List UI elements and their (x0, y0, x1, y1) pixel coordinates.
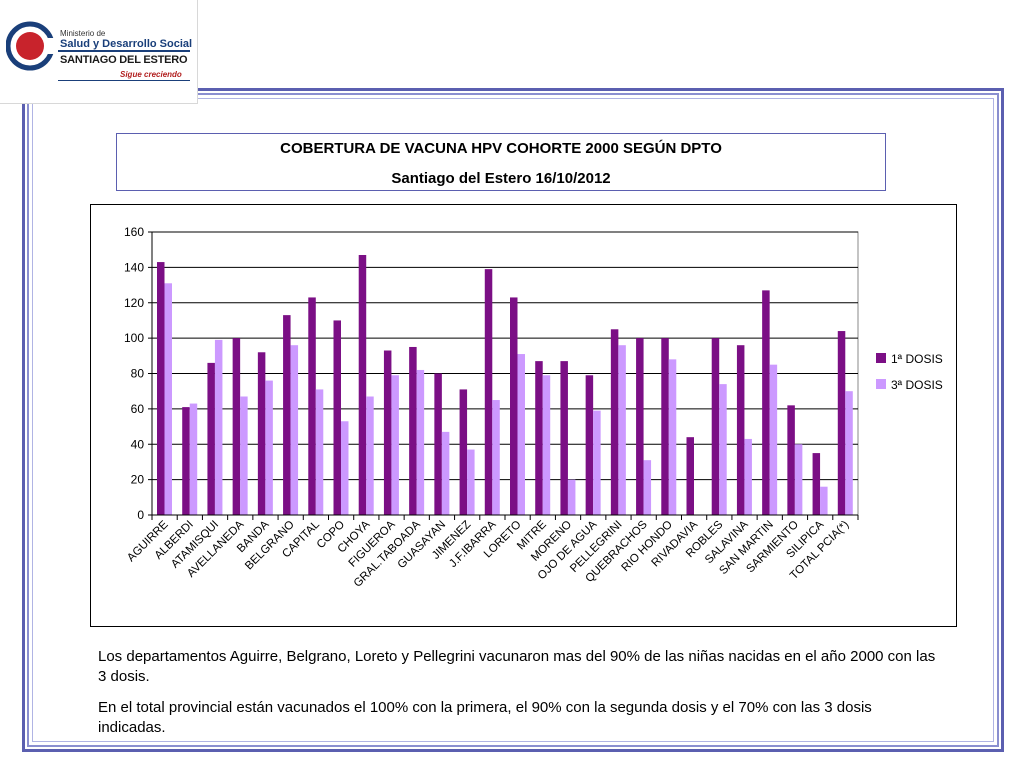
legend-label: 1ª DOSIS (891, 352, 943, 366)
bar-dosis-1 (711, 338, 720, 515)
logo-ministry-label: Ministerio de (60, 29, 106, 38)
bar-dosis-3 (719, 384, 727, 515)
logo-slogan: Sigue creciendo (120, 70, 182, 79)
bar-dosis-3 (643, 460, 652, 515)
bar-dosis-1 (736, 345, 745, 515)
bar-dosis-1 (812, 453, 821, 515)
summary-paragraph-2: En el total provincial están vacunados e… (98, 699, 872, 736)
bar-dosis-1 (434, 373, 442, 515)
bar-dosis-3 (164, 283, 172, 515)
legend-label: 3ª DOSIS (891, 378, 943, 392)
slide-frame-outer (22, 88, 1004, 752)
summary-paragraph-1: Los departamentos Aguirre, Belgrano, Lor… (98, 648, 936, 685)
bar-dosis-1 (207, 362, 215, 515)
bar-dosis-1 (409, 346, 417, 515)
bar-dosis-1 (661, 338, 669, 515)
bar-dosis-1 (585, 375, 594, 515)
logo-province: SANTIAGO DEL ESTERO (60, 54, 188, 66)
y-tick-label: 0 (137, 508, 144, 522)
legend-swatch (876, 379, 886, 389)
bar-dosis-3 (517, 354, 525, 515)
y-tick-label: 20 (131, 473, 145, 487)
y-tick-label: 60 (131, 402, 145, 416)
chart-subtitle: Santiago del Estero 16/10/2012 (391, 170, 611, 187)
bar-dosis-1 (232, 338, 241, 515)
bar-dosis-3 (366, 396, 374, 515)
y-tick-label: 80 (131, 367, 145, 381)
bar-dosis-1 (484, 269, 493, 515)
bar-dosis-3 (315, 389, 324, 515)
bar-dosis-3 (492, 400, 500, 515)
bar-dosis-1 (182, 407, 190, 515)
bar-dosis-1 (762, 290, 770, 515)
bar-dosis-3 (845, 391, 853, 515)
slide-frame-inner (32, 98, 994, 742)
bar-dosis-1 (686, 437, 694, 515)
ministry-logo: Ministerio de Salud y Desarrollo Social … (0, 0, 198, 104)
bar-dosis-3 (794, 444, 803, 515)
bar-dosis-1 (257, 352, 266, 515)
bar-dosis-3 (189, 403, 198, 515)
bar-dosis-3 (290, 345, 299, 515)
logo-underline (58, 80, 190, 81)
bar-dosis-3 (441, 431, 450, 515)
y-tick-label: 160 (124, 225, 144, 239)
logo-emblem-icon (6, 21, 54, 71)
bar-dosis-3 (391, 375, 399, 515)
bar-dosis-3 (820, 486, 828, 515)
bar-dosis-1 (283, 315, 291, 515)
y-tick-label: 140 (124, 260, 144, 274)
bar-dosis-1 (358, 254, 367, 515)
logo-ministry-name: Salud y Desarrollo Social (60, 38, 193, 50)
chart-container: 0 20 40 60 80 100 120 140 160 AGUIRRE ALBERDI ATAMI… (90, 204, 957, 627)
bar-dosis-1 (636, 338, 644, 515)
bar-dosis-1 (157, 262, 165, 515)
y-tick-label: 100 (124, 331, 144, 345)
bar-dosis-1 (560, 361, 568, 515)
bar-dosis-3 (265, 380, 273, 515)
bar-dosis-1 (308, 297, 316, 515)
bar-dosis-1 (787, 405, 795, 515)
bar-dosis-3 (593, 410, 601, 515)
bar-dosis-3 (240, 396, 248, 515)
slide-frame-middle (27, 93, 999, 747)
bar-dosis-3 (542, 375, 551, 515)
bar-dosis-3 (467, 449, 475, 515)
bar-dosis-3 (567, 479, 576, 515)
bar-dosis-1 (510, 297, 518, 515)
bar-dosis-1 (535, 361, 543, 515)
bar-dosis-3 (341, 421, 349, 515)
bar-dosis-3 (416, 369, 425, 515)
bar-dosis-1 (610, 329, 619, 515)
chart-title: COBERTURA DE VACUNA HPV COHORTE 2000 SEG… (280, 140, 722, 157)
y-tick-label: 120 (124, 296, 144, 310)
bar-dosis-3 (769, 364, 778, 515)
legend-swatch (876, 353, 886, 363)
bar-dosis-1 (333, 320, 341, 515)
bar-dosis-3 (668, 359, 677, 515)
bar-dosis-1 (837, 331, 846, 515)
chart-title-box: COBERTURA DE VACUNA HPV COHORTE 2000 SEG… (116, 133, 886, 191)
bar-dosis-3 (214, 339, 223, 515)
logo-divider (58, 50, 190, 52)
bar-dosis-3 (744, 438, 752, 515)
bar-dosis-1 (383, 350, 392, 515)
bar-dosis-1 (459, 389, 468, 515)
bar-dosis-3 (618, 345, 626, 515)
bar-chart: 020406080100120140160AGUIRREALBERDIATAMI… (124, 225, 943, 590)
y-tick-label: 40 (131, 437, 145, 451)
